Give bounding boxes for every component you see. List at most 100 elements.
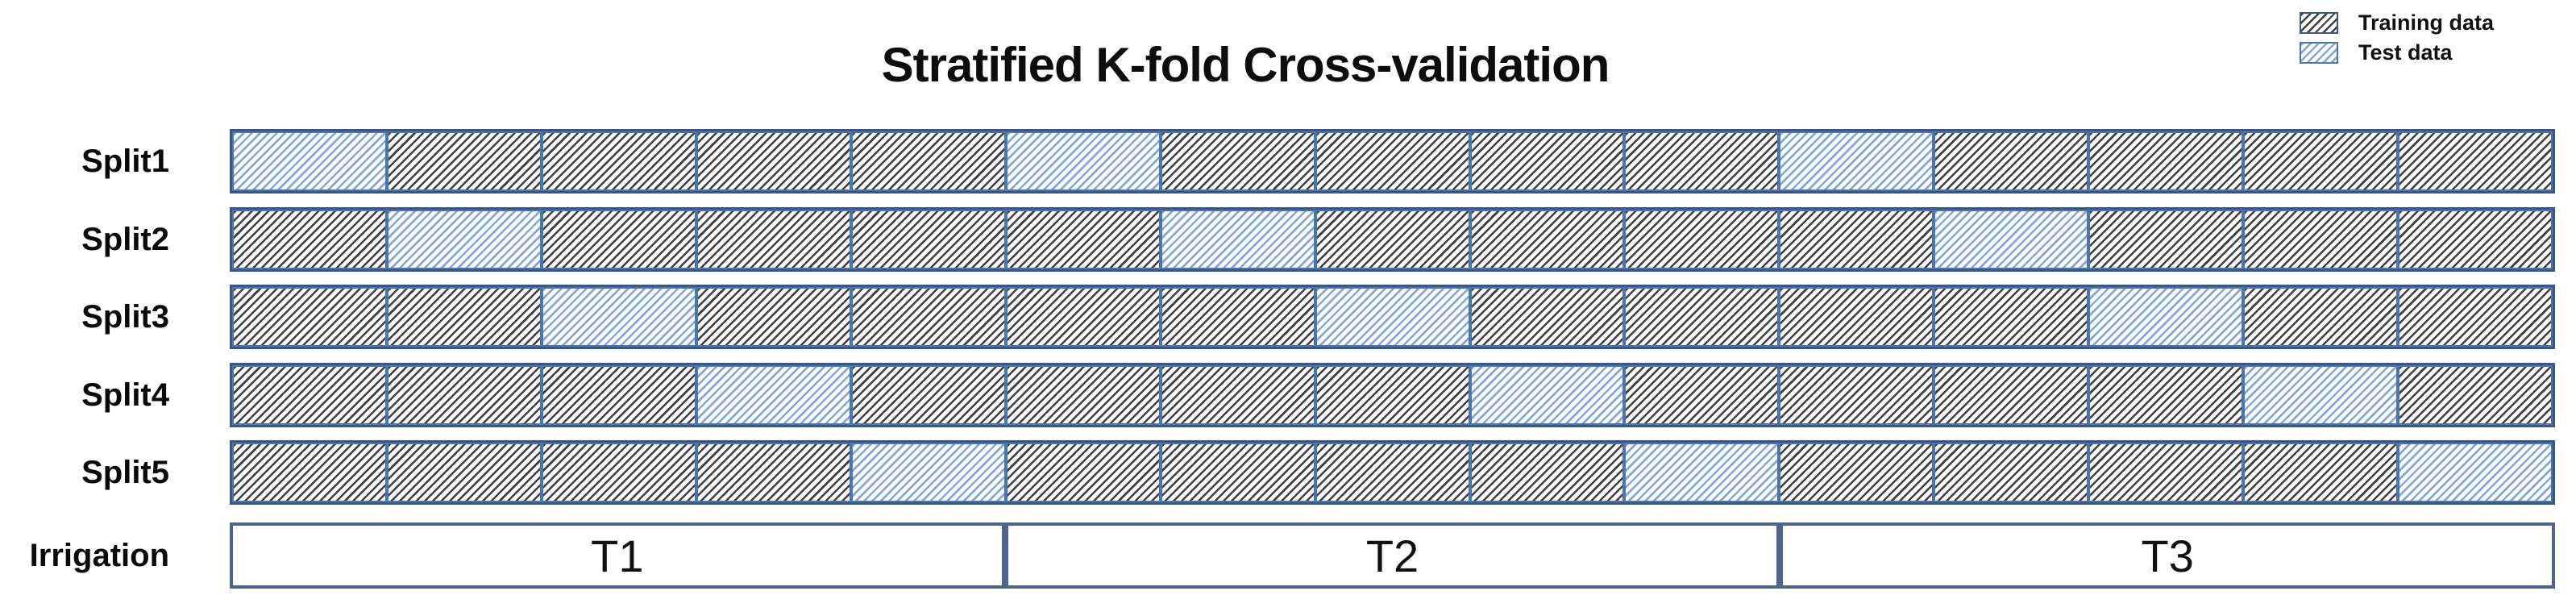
- train-segment: [1934, 131, 2089, 191]
- test-segment: [2243, 365, 2399, 425]
- train-segment: [1779, 287, 1934, 347]
- train-segment: [1469, 287, 1625, 347]
- train-segment: [2243, 210, 2399, 269]
- train-segment: [2398, 210, 2553, 269]
- train-segment: [386, 287, 542, 347]
- train-segment: [386, 131, 542, 191]
- cv-bar: [230, 440, 2555, 505]
- treatment-block-t2: T2: [1004, 522, 1780, 589]
- train-segment: [1315, 443, 1470, 502]
- legend-item-test: Test data: [2300, 40, 2494, 65]
- legend-label: Training data: [2358, 10, 2495, 35]
- test-segment: [1315, 287, 1470, 347]
- test-segment: [1469, 365, 1625, 425]
- train-segment: [1160, 131, 1315, 191]
- test-segment: [1779, 131, 1934, 191]
- train-segment: [386, 365, 542, 425]
- train-segment: [2243, 443, 2399, 502]
- train-segment: [850, 365, 1006, 425]
- test-segment: [386, 210, 542, 269]
- row-label: Split5: [81, 454, 169, 490]
- train-segment: [1160, 365, 1315, 425]
- train-segment: [1005, 210, 1161, 269]
- test-segment: [2398, 443, 2553, 502]
- train-segment: [696, 287, 851, 347]
- blue-diagonal-hatch-swatch: [2300, 42, 2338, 64]
- train-segment: [1315, 131, 1470, 191]
- legend-item-train: Training data: [2300, 10, 2494, 35]
- train-segment: [1934, 365, 2089, 425]
- train-segment: [232, 287, 387, 347]
- test-segment: [2088, 287, 2244, 347]
- train-segment: [232, 365, 387, 425]
- train-segment: [1624, 287, 1780, 347]
- legend: Training data Test data: [2300, 10, 2494, 65]
- train-segment: [2088, 131, 2244, 191]
- treatment-block-t1: T1: [230, 522, 1005, 589]
- train-segment: [696, 131, 851, 191]
- train-segment: [232, 210, 387, 269]
- train-segment: [541, 210, 696, 269]
- test-segment: [1005, 131, 1161, 191]
- train-segment: [1779, 365, 1934, 425]
- train-segment: [2398, 287, 2553, 347]
- cv-bar: [230, 129, 2555, 194]
- train-segment: [2243, 131, 2399, 191]
- split-row-1: Split1: [0, 129, 2576, 194]
- train-segment: [1315, 210, 1470, 269]
- test-segment: [1160, 210, 1315, 269]
- cv-bar: [230, 207, 2555, 272]
- train-segment: [1005, 443, 1161, 502]
- row-label: Split3: [81, 298, 169, 335]
- train-segment: [232, 443, 387, 502]
- train-segment: [1469, 443, 1625, 502]
- split-row-2: Split2: [0, 207, 2576, 272]
- train-segment: [1624, 365, 1780, 425]
- train-segment: [1315, 365, 1470, 425]
- split-row-3: Split3: [0, 285, 2576, 349]
- row-label: Split2: [81, 221, 169, 257]
- train-segment: [2398, 131, 2553, 191]
- train-segment: [2088, 443, 2244, 502]
- train-segment: [2398, 365, 2553, 425]
- train-segment: [696, 210, 851, 269]
- chart-title: Stratified K-fold Cross-validation: [881, 38, 1610, 92]
- train-segment: [850, 131, 1006, 191]
- train-segment: [541, 443, 696, 502]
- train-segment: [1469, 210, 1625, 269]
- irrigation-row: Irrigation T1 T2 T3: [0, 522, 2576, 589]
- train-segment: [2088, 365, 2244, 425]
- train-segment: [1469, 131, 1625, 191]
- cv-bar: [230, 285, 2555, 349]
- test-segment: [696, 365, 851, 425]
- train-segment: [1779, 210, 1934, 269]
- train-segment: [1779, 443, 1934, 502]
- dark-diagonal-hatch-swatch: [2300, 12, 2338, 34]
- train-segment: [696, 443, 851, 502]
- treatment-block-t3: T3: [1780, 522, 2556, 589]
- train-segment: [386, 443, 542, 502]
- row-label: Irrigation: [29, 537, 169, 573]
- irrigation-bar: T1 T2 T3: [230, 522, 2556, 589]
- train-segment: [541, 131, 696, 191]
- train-segment: [1624, 210, 1780, 269]
- train-segment: [1934, 287, 2089, 347]
- test-segment: [541, 287, 696, 347]
- train-segment: [1160, 287, 1315, 347]
- train-segment: [1160, 443, 1315, 502]
- test-segment: [232, 131, 387, 191]
- train-segment: [2243, 287, 2399, 347]
- train-segment: [1934, 443, 2089, 502]
- train-segment: [1005, 287, 1161, 347]
- train-segment: [2088, 210, 2244, 269]
- train-segment: [541, 365, 696, 425]
- test-segment: [1934, 210, 2089, 269]
- train-segment: [850, 210, 1006, 269]
- split-row-4: Split4: [0, 363, 2576, 427]
- split-row-5: Split5: [0, 440, 2576, 505]
- train-segment: [850, 287, 1006, 347]
- row-label: Split4: [81, 377, 169, 413]
- cv-bar: [230, 363, 2555, 427]
- train-segment: [1005, 365, 1161, 425]
